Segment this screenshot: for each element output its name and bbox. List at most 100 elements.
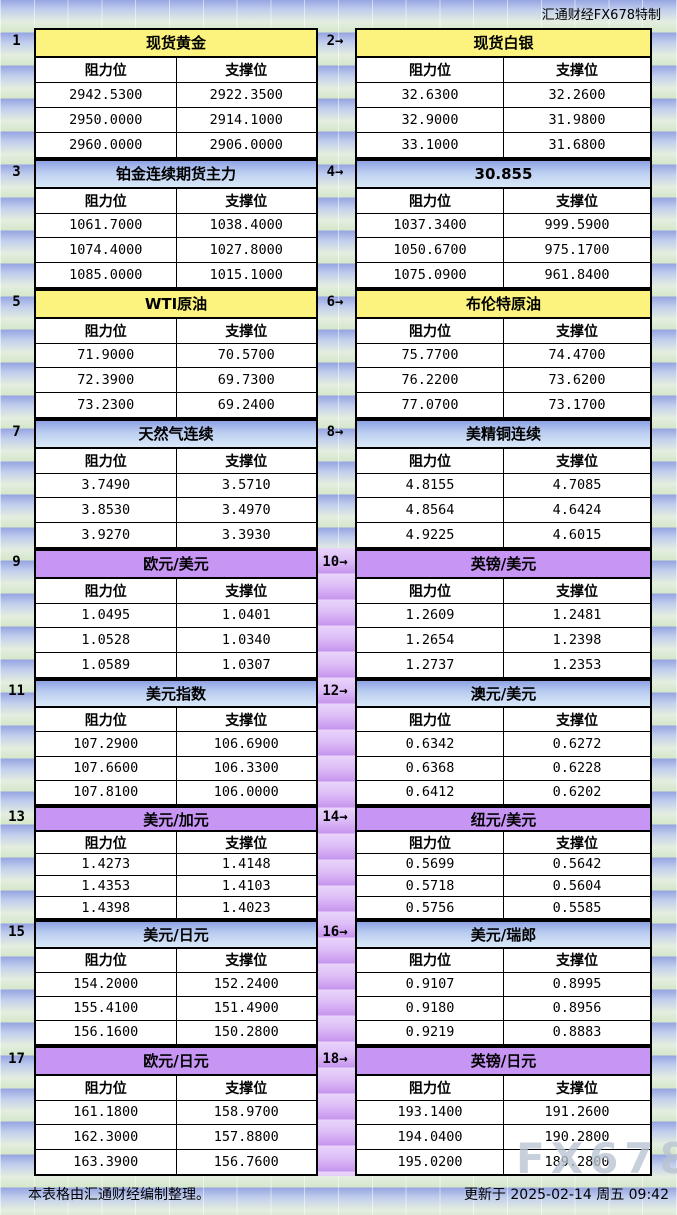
resistance-value: 155.4100	[36, 996, 177, 1020]
table-row: 107.6600 106.3300	[36, 756, 316, 781]
resistance-value: 0.5718	[357, 875, 504, 897]
table-row: 156.1600 150.2800	[36, 1020, 316, 1044]
resistance-value: 1.4353	[36, 875, 177, 897]
column-header-row: 阻力位 支撑位	[357, 188, 650, 214]
table-row: 1.4353 1.4103	[36, 875, 316, 898]
table-title: 欧元/美元	[36, 551, 316, 579]
price-table: 铂金连续期货主力 阻力位 支撑位 1061.7000 1038.4000 1074.400…	[34, 159, 318, 289]
table-title: 30.855	[357, 161, 650, 189]
table-title: 美元/日元	[36, 922, 316, 949]
column-header-row: 阻力位 支撑位	[357, 318, 650, 344]
resistance-value: 72.3900	[36, 368, 177, 393]
support-value: 1.0307	[221, 657, 271, 674]
table-row: 1075.0900 961.8400	[357, 263, 650, 287]
table-row: 0.6342 0.6272	[357, 732, 650, 757]
price-table: 美元/瑞郎 阻力位 支撑位 0.9107 0.8995 0.9180 0.8956 0.921…	[355, 920, 652, 1046]
resistance-value: 0.6342	[357, 732, 504, 756]
resistance-value: 0.5756	[357, 897, 504, 919]
table-row: 194.0400 190.2800	[357, 1125, 650, 1151]
table-title: 现货黄金	[36, 30, 316, 58]
table-row: 4.8155 4.7085	[357, 473, 650, 499]
table-row: 1037.3400 999.5900	[357, 213, 650, 239]
resistance-value: 2942.5300	[36, 82, 177, 107]
support-column-header: 支撑位	[556, 953, 598, 970]
support-value: 2922.3500	[209, 86, 283, 103]
resistance-value: 4.8155	[357, 473, 504, 498]
resistance-value: 156.1600	[36, 1020, 177, 1044]
support-value: 1.0401	[221, 607, 271, 624]
resistance-column-header: 阻力位	[357, 832, 504, 853]
table-row: 1.4273 1.4148	[36, 854, 316, 876]
resistance-value: 32.9000	[357, 107, 504, 132]
support-value: 3.4970	[221, 502, 271, 519]
support-value: 0.6228	[552, 760, 602, 777]
resistance-value: 2950.0000	[36, 107, 177, 132]
table-number-arrow-label: 16→	[322, 924, 348, 940]
price-table: WTI原油 阻力位 支撑位 71.9000 70.5700 72.3900 69.7300 7…	[34, 289, 318, 419]
support-value: 4.6015	[552, 527, 602, 544]
column-header-row: 阻力位 支撑位	[357, 448, 650, 474]
column-header-row: 阻力位 支撑位	[357, 948, 650, 973]
support-value: 106.0000	[213, 784, 279, 801]
table-row: 73.2300 69.2400	[36, 393, 316, 417]
support-column-header: 支撑位	[556, 712, 598, 729]
resistance-column-header: 阻力位	[36, 318, 177, 343]
support-value: 157.8800	[213, 1129, 279, 1146]
resistance-value: 1.4273	[36, 854, 177, 875]
table-number-arrow-label: 2→	[326, 33, 344, 49]
table-row: 75.7700 74.4700	[357, 343, 650, 369]
column-header-row: 阻力位 支撑位	[36, 448, 316, 474]
table-row: 2942.5300 2922.3500	[36, 82, 316, 108]
resistance-value: 154.2000	[36, 972, 177, 996]
table-row: 72.3900 69.7300	[36, 368, 316, 394]
footer-source-note: 本表格由汇通财经编制整理。	[28, 1187, 210, 1203]
row-number-label: 13	[8, 809, 25, 825]
table-row: 2950.0000 2914.1000	[36, 107, 316, 133]
support-value: 1027.8000	[209, 242, 283, 259]
table-row: 33.1000 31.6800	[357, 132, 650, 157]
table-title: 英镑/美元	[357, 551, 650, 579]
resistance-value: 1074.4000	[36, 238, 177, 263]
support-column-header: 支撑位	[225, 323, 268, 340]
row-number-label: 1	[12, 33, 21, 49]
table-number-arrow-label: 8→	[326, 424, 344, 440]
resistance-value: 162.3000	[36, 1125, 177, 1150]
table-row: 3.9270 3.3930	[36, 523, 316, 547]
support-column-header: 支撑位	[225, 193, 268, 210]
table-title: 天然气连续	[36, 421, 316, 449]
support-column-header: 支撑位	[225, 712, 268, 729]
resistance-value: 1085.0000	[36, 263, 177, 287]
support-column-header: 支撑位	[225, 453, 268, 470]
resistance-value: 3.9270	[36, 523, 177, 547]
price-table: 30.855 阻力位 支撑位 1037.3400 999.5900 1050.6700 97…	[355, 159, 652, 289]
table-title: 美精铜连续	[357, 421, 650, 449]
table-title: 欧元/日元	[36, 1048, 316, 1076]
price-table: 布伦特原油 阻力位 支撑位 75.7700 74.4700 76.2200 73.6200 7…	[355, 289, 652, 419]
resistance-value: 4.8564	[357, 498, 504, 523]
resistance-value: 107.8100	[36, 780, 177, 805]
table-row: 107.8100 106.0000	[36, 780, 316, 805]
row-number-label: 7	[12, 424, 21, 440]
support-value: 1.0340	[221, 632, 271, 649]
resistance-column-header: 阻力位	[36, 448, 177, 473]
resistance-value: 1.2654	[357, 628, 504, 653]
resistance-value: 2960.0000	[36, 132, 177, 157]
support-column-header: 支撑位	[225, 62, 268, 79]
table-row: 1.0495 1.0401	[36, 603, 316, 629]
resistance-value: 73.2300	[36, 393, 177, 417]
support-value: 0.8995	[552, 976, 602, 993]
support-value: 0.6272	[552, 735, 602, 752]
price-table: 英镑/美元 阻力位 支撑位 1.2609 1.2481 1.2654 1.2398 1.273…	[355, 549, 652, 679]
table-number-arrow-label: 18→	[322, 1051, 348, 1067]
support-value: 189.2800	[544, 1154, 610, 1171]
table-row: 162.3000 157.8800	[36, 1125, 316, 1151]
brand-note: 汇通财经FX678特制	[541, 8, 661, 23]
resistance-value: 3.7490	[36, 473, 177, 498]
support-value: 156.7600	[213, 1154, 279, 1171]
table-title: 现货白银	[357, 30, 650, 58]
support-value: 0.5604	[552, 878, 602, 894]
support-value: 32.2600	[548, 86, 606, 103]
column-header-row: 阻力位 支撑位	[357, 578, 650, 604]
support-value: 73.1700	[548, 397, 606, 414]
